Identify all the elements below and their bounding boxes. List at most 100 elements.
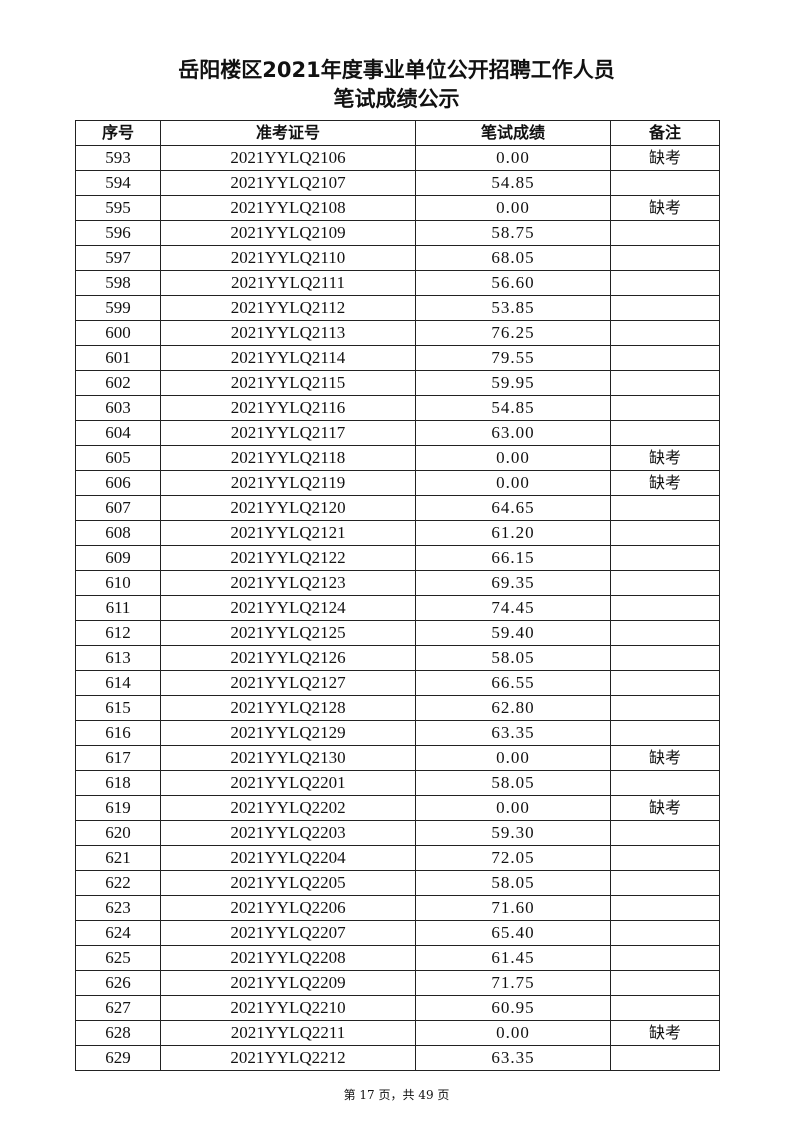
remark-cell — [610, 670, 720, 696]
header-row: 序号 准考证号 笔试成绩 备注 — [75, 120, 720, 146]
table-row: 600 2021YYLQ2113 76.25 — [75, 320, 720, 346]
ticket-number-cell: 2021YYLQ2205 — [160, 870, 416, 896]
serial-cell: 611 — [75, 595, 161, 621]
score-cell: 54.85 — [415, 395, 611, 421]
ticket-number-cell: 2021YYLQ2122 — [160, 545, 416, 571]
table-row: 611 2021YYLQ2124 74.45 — [75, 595, 720, 621]
score-cell: 69.35 — [415, 570, 611, 596]
table-row: 595 2021YYLQ2108 0.00 缺考 — [75, 195, 720, 221]
table-row: 617 2021YYLQ2130 0.00 缺考 — [75, 745, 720, 771]
remark-cell — [610, 845, 720, 871]
score-cell: 61.45 — [415, 945, 611, 971]
serial-cell: 612 — [75, 620, 161, 646]
score-cell: 0.00 — [415, 195, 611, 221]
ticket-number-cell: 2021YYLQ2124 — [160, 595, 416, 621]
score-cell: 59.95 — [415, 370, 611, 396]
score-cell: 58.05 — [415, 870, 611, 896]
score-cell: 54.85 — [415, 170, 611, 196]
table-row: 594 2021YYLQ2107 54.85 — [75, 170, 720, 196]
serial-cell: 605 — [75, 445, 161, 471]
remark-cell — [610, 995, 720, 1021]
table-row: 621 2021YYLQ2204 72.05 — [75, 845, 720, 871]
score-cell: 0.00 — [415, 445, 611, 471]
table-row: 620 2021YYLQ2203 59.30 — [75, 820, 720, 846]
ticket-number-cell: 2021YYLQ2130 — [160, 745, 416, 771]
page-footer: 第 17 页，共 49 页 — [343, 1088, 450, 1102]
ticket-number-cell: 2021YYLQ2211 — [160, 1020, 416, 1046]
remark-cell — [610, 345, 720, 371]
score-cell: 58.05 — [415, 645, 611, 671]
header-score: 笔试成绩 — [415, 120, 611, 146]
serial-cell: 602 — [75, 370, 161, 396]
score-cell: 58.75 — [415, 220, 611, 246]
score-cell: 53.85 — [415, 295, 611, 321]
remark-cell — [610, 170, 720, 196]
table-row: 599 2021YYLQ2112 53.85 — [75, 295, 720, 321]
serial-cell: 608 — [75, 520, 161, 546]
serial-cell: 600 — [75, 320, 161, 346]
score-cell: 56.60 — [415, 270, 611, 296]
ticket-number-cell: 2021YYLQ2201 — [160, 770, 416, 796]
ticket-number-cell: 2021YYLQ2126 — [160, 645, 416, 671]
ticket-number-cell: 2021YYLQ2207 — [160, 920, 416, 946]
score-table: 序号 准考证号 笔试成绩 备注 593 2021YYLQ2106 0.00 缺考 594… — [75, 120, 720, 1071]
table-row: 597 2021YYLQ2110 68.05 — [75, 245, 720, 271]
ticket-number-cell: 2021YYLQ2120 — [160, 495, 416, 521]
score-cell: 0.00 — [415, 470, 611, 496]
table-row: 593 2021YYLQ2106 0.00 缺考 — [75, 145, 720, 171]
score-cell: 64.65 — [415, 495, 611, 521]
remark-cell — [610, 695, 720, 721]
serial-cell: 620 — [75, 820, 161, 846]
remark-cell — [610, 820, 720, 846]
table-row: 612 2021YYLQ2125 59.40 — [75, 620, 720, 646]
table-row: 607 2021YYLQ2120 64.65 — [75, 495, 720, 521]
serial-cell: 623 — [75, 895, 161, 921]
remark-cell — [610, 620, 720, 646]
document-title: 岳阳楼区2021年度事业单位公开招聘工作人员 — [178, 58, 615, 82]
remark-cell — [610, 495, 720, 521]
serial-cell: 629 — [75, 1045, 161, 1071]
ticket-number-cell: 2021YYLQ2117 — [160, 420, 416, 446]
serial-cell: 593 — [75, 145, 161, 171]
remark-cell — [610, 595, 720, 621]
ticket-number-cell: 2021YYLQ2113 — [160, 320, 416, 346]
table-row: 609 2021YYLQ2122 66.15 — [75, 545, 720, 571]
score-cell: 0.00 — [415, 1020, 611, 1046]
table-row: 616 2021YYLQ2129 63.35 — [75, 720, 720, 746]
remark-cell: 缺考 — [610, 445, 720, 471]
remark-cell: 缺考 — [610, 470, 720, 496]
serial-cell: 598 — [75, 270, 161, 296]
score-cell: 76.25 — [415, 320, 611, 346]
remark-cell — [610, 870, 720, 896]
score-cell: 65.40 — [415, 920, 611, 946]
serial-cell: 609 — [75, 545, 161, 571]
remark-cell — [610, 1045, 720, 1071]
serial-cell: 597 — [75, 245, 161, 271]
serial-cell: 616 — [75, 720, 161, 746]
table-row: 602 2021YYLQ2115 59.95 — [75, 370, 720, 396]
table-row: 625 2021YYLQ2208 61.45 — [75, 945, 720, 971]
serial-cell: 596 — [75, 220, 161, 246]
serial-cell: 594 — [75, 170, 161, 196]
table-row: 629 2021YYLQ2212 63.35 — [75, 1045, 720, 1071]
ticket-number-cell: 2021YYLQ2114 — [160, 345, 416, 371]
remark-cell — [610, 245, 720, 271]
score-cell: 68.05 — [415, 245, 611, 271]
serial-cell: 624 — [75, 920, 161, 946]
table-row: 613 2021YYLQ2126 58.05 — [75, 645, 720, 671]
score-cell: 74.45 — [415, 595, 611, 621]
table-row: 608 2021YYLQ2121 61.20 — [75, 520, 720, 546]
serial-cell: 595 — [75, 195, 161, 221]
serial-cell: 614 — [75, 670, 161, 696]
remark-cell — [610, 570, 720, 596]
score-cell: 63.00 — [415, 420, 611, 446]
remark-cell: 缺考 — [610, 1020, 720, 1046]
table-row: 603 2021YYLQ2116 54.85 — [75, 395, 720, 421]
remark-cell — [610, 770, 720, 796]
ticket-number-cell: 2021YYLQ2209 — [160, 970, 416, 996]
ticket-number-cell: 2021YYLQ2208 — [160, 945, 416, 971]
score-cell: 0.00 — [415, 795, 611, 821]
remark-cell — [610, 320, 720, 346]
serial-cell: 615 — [75, 695, 161, 721]
table-row: 624 2021YYLQ2207 65.40 — [75, 920, 720, 946]
